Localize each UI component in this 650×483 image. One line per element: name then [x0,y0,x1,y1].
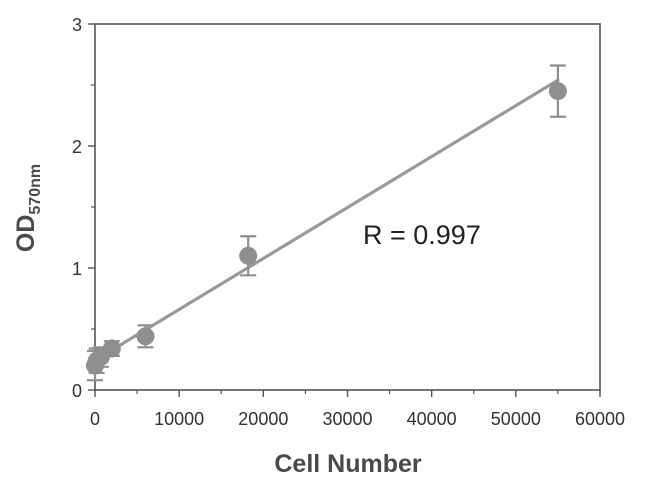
x-tick-label: 30000 [322,409,372,429]
data-point [102,339,121,358]
x-tick-label: 60000 [575,409,625,429]
data-point [136,327,155,346]
x-tick-label: 0 [90,409,100,429]
data-point [239,246,258,265]
fit-line [96,78,560,360]
data-point [548,82,567,101]
y-axis-title-main: OD [12,215,40,253]
y-axis-title-subscript: 570nm [27,164,44,215]
y-axis-title: OD570nm [12,164,44,252]
y-tick-label: 3 [72,15,82,35]
x-tick-label: 20000 [238,409,288,429]
x-tick-label: 10000 [154,409,204,429]
y-tick-label: 1 [72,259,82,279]
x-axis-title: Cell Number [274,450,422,478]
x-tick-label: 40000 [407,409,457,429]
y-tick-label: 2 [72,137,82,157]
y-tick-label: 0 [72,381,82,401]
x-tick-label: 50000 [491,409,541,429]
r-value-annotation: R = 0.997 [363,220,481,250]
